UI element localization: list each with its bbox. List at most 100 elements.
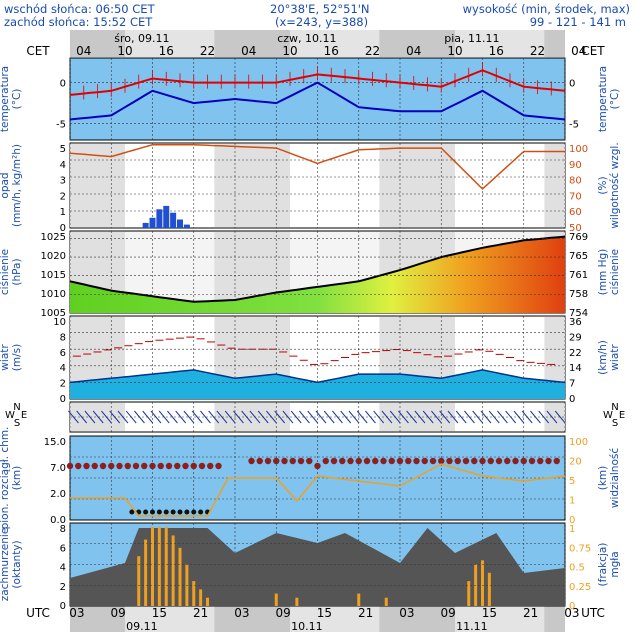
axis-label-temperature-right: temperatura	[597, 66, 609, 132]
axis-label-pressure: (hPa)	[11, 258, 23, 285]
compass-letter: N	[611, 402, 618, 413]
precip-bar	[149, 217, 156, 228]
cloud-layer-dot	[339, 457, 346, 465]
night-band-top	[379, 30, 455, 57]
night-shade	[379, 144, 455, 227]
elevation-values: 99 - 121 - 141 m	[529, 15, 626, 29]
compass-letter: W	[603, 410, 613, 421]
cloud-layer-dot	[388, 457, 395, 465]
cloud-low-dot	[150, 509, 155, 515]
axis-label-wind: (m/s)	[11, 344, 23, 371]
tick-label: 5	[569, 476, 575, 487]
visibility-line	[70, 463, 566, 517]
hour-label-bottom: 09	[275, 606, 290, 620]
hour-label-top: 22	[200, 44, 215, 58]
axis-label-temperature: (°C)	[11, 89, 23, 110]
night-band-bottom	[214, 606, 290, 632]
cloud-layer-dot	[75, 462, 82, 470]
tick-label: 1015	[41, 270, 66, 281]
elevation-label: wysokość (min, środek, max)	[462, 2, 630, 16]
cloud-layer-dot	[248, 457, 255, 465]
night-band-bottom	[379, 606, 455, 632]
tick-label: 3	[60, 176, 66, 187]
wind-arrow	[84, 410, 96, 424]
tick-label: 36	[569, 317, 582, 328]
fog-bar	[274, 593, 278, 606]
axis-label-wind: wiatr	[0, 344, 11, 371]
wind-arrow	[158, 410, 170, 424]
wind-arrow	[307, 410, 319, 424]
cloud-low-dot	[177, 509, 183, 515]
hour-label-bottom: 15	[482, 606, 497, 620]
tick-label: -5	[56, 120, 66, 131]
cloud-layer-dot	[174, 462, 181, 470]
cloud-layer-dot	[198, 462, 206, 470]
cloud-layer-dot	[264, 457, 272, 465]
fog-bar	[487, 572, 491, 606]
cloud-layer-dot	[256, 457, 263, 465]
wind-arrow	[554, 410, 566, 424]
temp-mean-line	[69, 81, 566, 121]
pressure-area	[70, 236, 565, 313]
tick-label: 2	[60, 582, 66, 593]
hour-label-bottom: 15	[317, 606, 332, 620]
wind-arrow	[76, 410, 88, 424]
fog-bar	[357, 593, 361, 606]
cloud-layer-dot	[421, 457, 428, 465]
fog-bar	[151, 527, 154, 606]
cloud-layer-dot	[512, 457, 519, 465]
night-shade	[214, 144, 290, 227]
cloud-layer-dot	[66, 462, 74, 470]
tz-label-top-right: CET	[581, 44, 605, 58]
tick-label: 80	[569, 176, 582, 187]
cloud-layer-dot	[405, 457, 412, 465]
precip-bar	[177, 219, 183, 228]
tick-label: 0	[60, 79, 66, 90]
hour-label-top: 04	[241, 44, 256, 58]
axis-label-pressure-mmhg: ciśnienie	[609, 249, 621, 295]
axis-label-cloudbase: pion. rozciągł. chm.	[0, 427, 11, 530]
cloud-layer-dot	[207, 462, 214, 470]
night-band-top	[544, 30, 565, 57]
tick-label: 100	[569, 437, 588, 448]
tick-label: 761	[569, 270, 588, 281]
tz-label-bottom-right: UTC	[581, 606, 605, 620]
cloud-layer-dot	[446, 457, 453, 465]
fog-bar	[164, 527, 168, 606]
axis-label-temperature-right: (°C)	[609, 89, 621, 110]
coords-text: 20°38'E, 52°51'N	[270, 2, 370, 16]
cloud-low-dot	[156, 509, 162, 515]
wind-arrow	[447, 410, 459, 424]
tick-label: 0.0	[50, 515, 66, 526]
wind-arrow	[290, 410, 302, 424]
timebar-top	[70, 30, 565, 57]
pressure-line	[69, 235, 566, 303]
hour-label-top: 22	[530, 44, 545, 58]
fog-bar	[171, 535, 175, 606]
tick-label: 2	[60, 379, 66, 390]
axis-label-visibility: widzialność	[609, 448, 621, 508]
wind-arrow	[216, 410, 228, 424]
fog-bar	[157, 527, 161, 606]
cloud-layer-dot	[380, 457, 387, 465]
cloud-layer-dot	[487, 457, 494, 465]
cloud-layer-dot	[297, 457, 305, 465]
fog-bar	[481, 560, 484, 606]
wind-arrow	[323, 410, 335, 424]
tick-label: 6	[60, 543, 66, 554]
cloud-layer-dot	[314, 462, 321, 470]
cloud-layer-dot	[553, 457, 560, 465]
tick-label: -5	[569, 120, 579, 131]
tick-label: 1	[569, 524, 575, 535]
hour-label-top: 04	[406, 44, 421, 58]
tick-label: 100	[569, 144, 588, 155]
cloud-layer-dot	[322, 457, 329, 465]
cloud-layer-dot	[545, 457, 552, 465]
hour-label-top: 16	[489, 44, 504, 58]
axis-label-wind-kmh: (km/h)	[597, 340, 609, 375]
hour-label-bottom: 15	[152, 606, 167, 620]
tick-label: 4	[60, 160, 66, 171]
axis-label-humidity: wilgotność wzgl.	[609, 142, 621, 228]
cloud-layer-dot	[215, 462, 222, 470]
